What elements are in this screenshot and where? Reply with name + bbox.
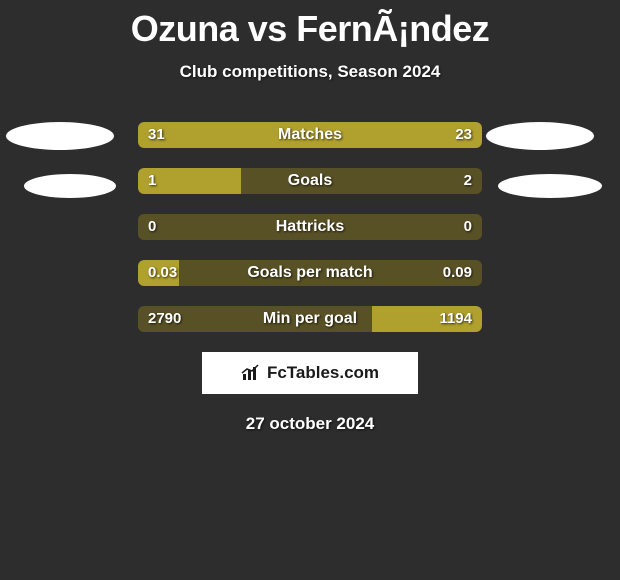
stat-value-right: 0.09 [443, 260, 472, 286]
stat-row-min-per-goal: 2790 Min per goal 1194 [138, 306, 482, 332]
stat-label: Goals per match [138, 260, 482, 286]
stat-value-right: 2 [464, 168, 472, 194]
player-left-photo-1 [6, 122, 114, 150]
stat-row-goals: 1 Goals 2 [138, 168, 482, 194]
date-label: 27 october 2024 [0, 414, 620, 434]
player-left-photo-2 [24, 174, 116, 198]
stat-row-hattricks: 0 Hattricks 0 [138, 214, 482, 240]
source-logo: FcTables.com [202, 352, 418, 394]
stat-label: Goals [138, 168, 482, 194]
source-logo-text: FcTables.com [267, 363, 379, 383]
stat-row-matches: 31 Matches 23 [138, 122, 482, 148]
page-title: Ozuna vs FernÃ¡ndez [0, 0, 620, 50]
stat-label: Min per goal [138, 306, 482, 332]
subtitle: Club competitions, Season 2024 [0, 62, 620, 82]
player-right-photo-1 [486, 122, 594, 150]
comparison-chart: 31 Matches 23 1 Goals 2 0 Hattricks 0 0.… [0, 122, 620, 434]
stat-value-right: 1194 [439, 306, 472, 332]
stat-value-right: 0 [464, 214, 472, 240]
stat-label: Hattricks [138, 214, 482, 240]
stat-row-goals-per-match: 0.03 Goals per match 0.09 [138, 260, 482, 286]
stat-value-right: 23 [455, 122, 472, 148]
stat-label: Matches [138, 122, 482, 148]
player-right-photo-2 [498, 174, 602, 198]
bar-chart-icon [241, 364, 263, 382]
